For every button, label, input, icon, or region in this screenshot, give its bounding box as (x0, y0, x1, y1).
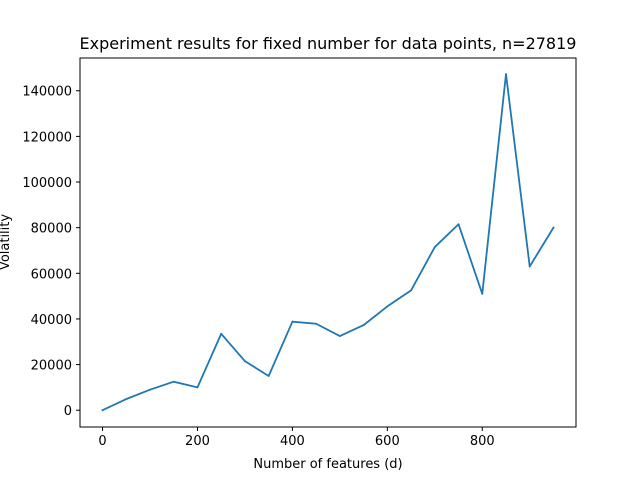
series-group (101, 73, 555, 412)
y-tick-label: 120000 (22, 130, 72, 145)
data-point (196, 386, 199, 389)
x-tick-label: 400 (280, 434, 305, 449)
data-point (386, 305, 389, 308)
x-tick-label: 0 (98, 434, 106, 449)
data-point (172, 380, 175, 383)
data-point (267, 375, 270, 377)
data-point (244, 360, 246, 363)
data-point (220, 332, 223, 335)
series-line-volatility (101, 73, 555, 412)
data-point (362, 324, 365, 327)
y-tick-label: 140000 (22, 85, 72, 100)
y-tick-label: 60000 (31, 267, 72, 282)
x-axis-ticks: 0 200 400 600 800 (98, 427, 495, 449)
y-axis-label: Volatility (0, 214, 13, 270)
data-point (433, 246, 436, 248)
data-point (315, 322, 318, 325)
y-tick-label: 0 (64, 404, 72, 419)
data-point (291, 320, 294, 323)
y-tick-label: 80000 (31, 222, 72, 237)
x-tick-label: 600 (375, 434, 400, 449)
x-tick-label: 800 (470, 434, 495, 449)
data-point (125, 398, 128, 400)
y-tick-label: 20000 (31, 359, 72, 374)
x-axis-label: Number of features (d) (253, 457, 402, 472)
x-tick-label: 200 (185, 434, 210, 449)
y-axis-ticks: 0 20000 40000 60000 80000 100000 120000 140000 (22, 85, 80, 419)
data-point (481, 292, 484, 295)
data-point (505, 73, 507, 75)
data-point (528, 265, 531, 268)
data-point (457, 223, 460, 226)
data-point (338, 335, 341, 337)
data-point (149, 388, 151, 391)
y-tick-label: 40000 (31, 313, 72, 328)
data-point (552, 226, 555, 229)
plot-frame (79, 57, 577, 428)
data-point (101, 409, 104, 412)
chart-title: Experiment results for fixed number for … (80, 34, 577, 53)
data-point (410, 289, 412, 292)
y-tick-label: 100000 (22, 176, 72, 191)
